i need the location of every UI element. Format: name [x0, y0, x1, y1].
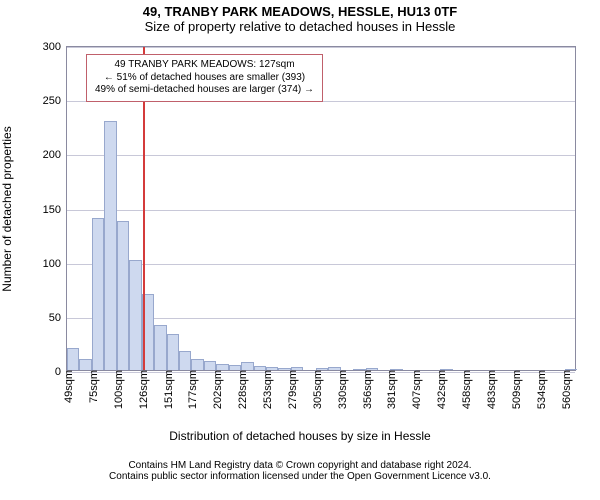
- x-tick-label: 202sqm: [208, 370, 224, 409]
- x-tick-label: 330sqm: [333, 370, 349, 409]
- x-tick-label: 75sqm: [84, 370, 100, 403]
- x-tick-label: 483sqm: [482, 370, 498, 409]
- x-tick-label: 228sqm: [233, 370, 249, 409]
- y-tick-label: 50: [49, 312, 67, 324]
- x-tick-label: 356sqm: [358, 370, 374, 409]
- histogram-bar: [191, 359, 203, 370]
- x-tick-label: 432sqm: [432, 370, 448, 409]
- y-tick-label: 250: [43, 95, 67, 107]
- histogram-bar: [67, 348, 79, 370]
- histogram-bar: [104, 121, 116, 370]
- x-tick-label: 100sqm: [109, 370, 125, 409]
- histogram-bar: [204, 361, 216, 370]
- x-tick-label: 253sqm: [258, 370, 274, 409]
- footer: Contains HM Land Registry data © Crown c…: [0, 460, 600, 482]
- histogram-bar: [79, 359, 91, 370]
- y-tick-label: 100: [43, 258, 67, 270]
- page-subtitle: Size of property relative to detached ho…: [0, 19, 600, 34]
- x-tick-label: 560sqm: [557, 370, 573, 409]
- histogram-bar: [92, 218, 104, 370]
- page-title: 49, TRANBY PARK MEADOWS, HESSLE, HU13 0T…: [0, 0, 600, 19]
- annotation-line-1: 49 TRANBY PARK MEADOWS: 127sqm: [95, 59, 314, 72]
- x-tick-label: 534sqm: [532, 370, 548, 409]
- annotation-line-3: 49% of semi-detached houses are larger (…: [95, 84, 314, 97]
- annotation-line-2: ← 51% of detached houses are smaller (39…: [95, 72, 314, 85]
- x-tick-label: 177sqm: [183, 370, 199, 409]
- y-tick-label: 300: [43, 41, 67, 53]
- histogram-bar: [154, 325, 166, 371]
- histogram-bar: [241, 362, 253, 370]
- x-tick-label: 381sqm: [382, 370, 398, 409]
- x-tick-label: 279sqm: [283, 370, 299, 409]
- footer-line-1: Contains HM Land Registry data © Crown c…: [0, 460, 600, 471]
- x-tick-label: 305sqm: [308, 370, 324, 409]
- x-axis-label: Distribution of detached houses by size …: [0, 429, 600, 443]
- histogram-bar: [167, 334, 179, 370]
- histogram-bar: [179, 351, 191, 371]
- x-tick-label: 49sqm: [59, 370, 75, 403]
- x-tick-label: 458sqm: [457, 370, 473, 409]
- y-axis-label: Number of detached properties: [0, 126, 14, 291]
- histogram-bar: [129, 260, 141, 371]
- x-tick-label: 509sqm: [507, 370, 523, 409]
- x-tick-label: 151sqm: [159, 370, 175, 409]
- x-tick-label: 407sqm: [407, 370, 423, 409]
- annotation-box: 49 TRANBY PARK MEADOWS: 127sqm ← 51% of …: [86, 54, 323, 102]
- histogram-bar: [117, 221, 129, 371]
- y-tick-label: 150: [43, 204, 67, 216]
- y-tick-label: 200: [43, 149, 67, 161]
- x-tick-label: 126sqm: [134, 370, 150, 409]
- footer-line-2: Contains public sector information licen…: [0, 471, 600, 482]
